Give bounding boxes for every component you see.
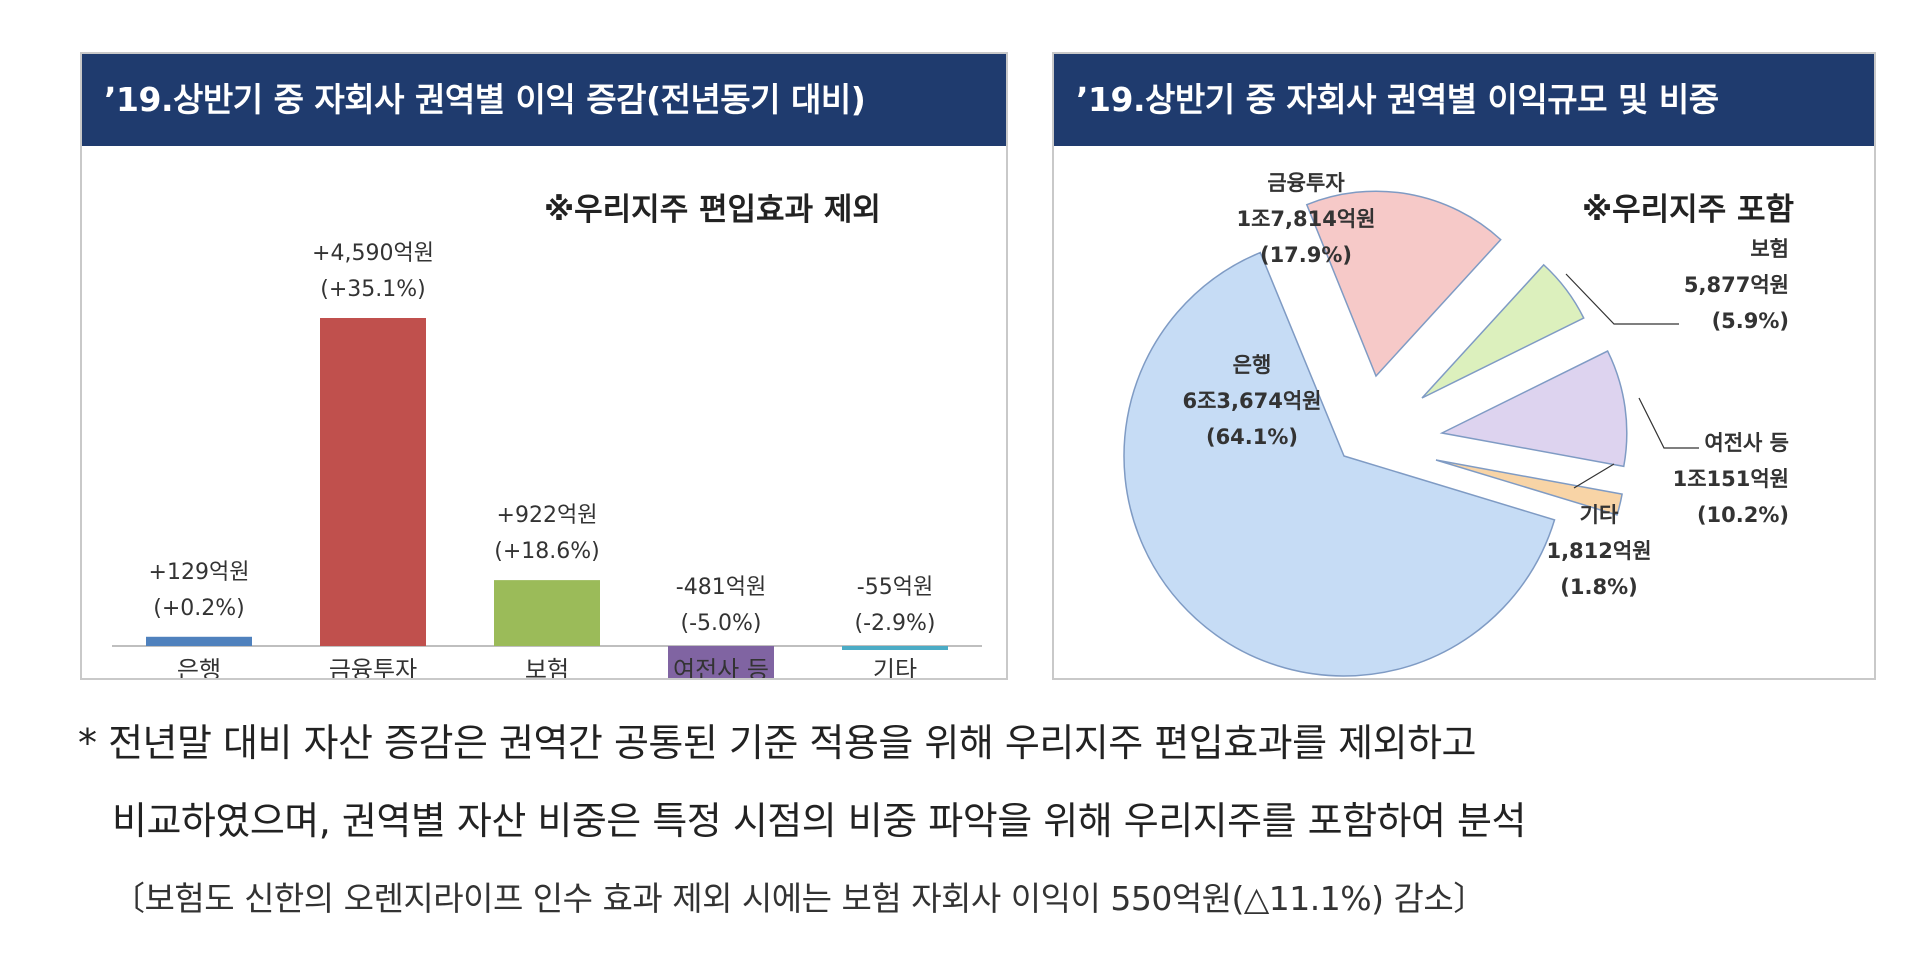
x-tick-label-1: 금융투자: [329, 656, 417, 678]
bar-value-label-1: +4,590억원: [312, 241, 434, 266]
pie-label-percent-4: (1.8%): [1560, 575, 1637, 599]
bar-pct-label-4: (-2.9%): [855, 611, 936, 636]
bar-value-label-0: +129억원: [149, 560, 250, 585]
pie-chart: 은행 6조3,674억원 (64.1%) 금융투자 1조7,814억원 (17.9%) 보험…: [1123, 171, 1789, 677]
pie-slice-3: [1439, 350, 1628, 468]
bar-pct-label-2: (+18.6%): [494, 539, 600, 564]
leader-line-4: [1573, 463, 1615, 489]
pie-chart-note: ※우리지주 포함: [1582, 192, 1795, 228]
pie-slice-4: [1435, 459, 1623, 516]
leader-line-3: [1638, 397, 1699, 449]
pie-label-percent-3: (10.2%): [1697, 503, 1789, 527]
pie-slice-0: [1123, 251, 1556, 677]
bar-1: [320, 318, 426, 646]
bar-chart-note: ※우리지주 편입효과 제외: [544, 192, 881, 228]
bar-4: [842, 646, 948, 650]
pie-label-name-3: 여전사 등: [1704, 431, 1789, 455]
pie-label-name-2: 보험: [1750, 237, 1789, 261]
bar-chart-title: ’19.상반기 중 자회사 권역별 이익 증감(전년동기 대비): [82, 54, 1006, 146]
footnote-line-1: * 전년말 대비 자산 증감은 권역간 공통된 기준 적용을 위해 우리지주 편…: [78, 721, 1477, 765]
bar-2: [494, 580, 600, 646]
pie-label-amount-4: 1,812억원: [1546, 539, 1651, 563]
x-tick-label-4: 기타: [873, 656, 917, 678]
bar-pct-label-3: (-5.0%): [681, 611, 762, 636]
bar-3: [668, 646, 774, 678]
bar-0: [146, 636, 252, 646]
bar-pct-label-0: (+0.2%): [153, 596, 245, 621]
pie-slice-2: [1421, 263, 1585, 399]
pie-label-name-1: 금융투자: [1267, 171, 1345, 195]
footnote-line-2: 비교하였으며, 권역별 자산 비중은 특정 시점의 비중 파악을 위해 우리지주…: [112, 799, 1526, 843]
pie-chart-title: ’19.상반기 중 자회사 권역별 이익규모 및 비중: [1054, 54, 1874, 146]
pie-label-percent-2: (5.9%): [1712, 309, 1789, 333]
bar-chart: +129억원 (+0.2%) 은행 +4,590억원 (+35.1%) 금융투자 +922억…: [112, 241, 982, 678]
footnote-line-3: 〔보험도 신한의 오렌지라이프 인수 효과 제외 시에는 보험 자회사 이익이 …: [112, 879, 1486, 918]
bar-value-label-4: -55억원: [857, 575, 933, 600]
pie-label-name-4: 기타: [1580, 503, 1619, 527]
pie-label-percent-0: (64.1%): [1206, 425, 1298, 449]
pie-label-percent-1: (17.9%): [1260, 243, 1352, 267]
pie-chart-panel: ’19.상반기 중 자회사 권역별 이익규모 및 비중 ※우리지주 포함 은행 6…: [1052, 52, 1876, 680]
leader-line-2: [1565, 273, 1679, 325]
bar-value-label-3: -481억원: [676, 575, 766, 600]
x-tick-label-3: 여전사 등: [673, 656, 769, 678]
pie-label-amount-2: 5,877억원: [1684, 273, 1789, 297]
bar-pct-label-1: (+35.1%): [320, 277, 426, 302]
pie-label-amount-3: 1조151억원: [1673, 467, 1789, 491]
x-tick-label-0: 은행: [177, 656, 221, 678]
pie-label-amount-0: 6조3,674억원: [1183, 389, 1322, 413]
pie-label-amount-1: 1조7,814억원: [1237, 207, 1376, 231]
pie-label-name-0: 은행: [1233, 353, 1272, 377]
pie-slice-1: [1305, 190, 1502, 378]
bar-chart-panel: ’19.상반기 중 자회사 권역별 이익 증감(전년동기 대비) ※우리지주 편…: [80, 52, 1008, 680]
x-tick-label-2: 보험: [525, 656, 569, 678]
bar-value-label-2: +922억원: [497, 503, 598, 528]
